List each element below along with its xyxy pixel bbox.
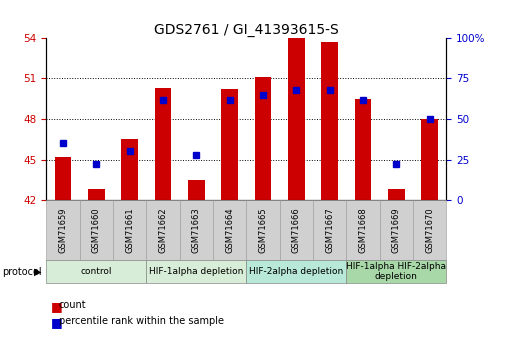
Text: GSM71663: GSM71663 xyxy=(192,207,201,253)
Text: GSM71669: GSM71669 xyxy=(392,207,401,253)
Bar xyxy=(321,42,338,200)
Bar xyxy=(288,38,305,200)
Bar xyxy=(221,89,238,200)
Text: ■: ■ xyxy=(51,300,63,313)
Text: count: count xyxy=(59,300,87,310)
Bar xyxy=(354,99,371,200)
Text: protocol: protocol xyxy=(3,267,42,277)
Text: GSM71664: GSM71664 xyxy=(225,207,234,253)
Bar xyxy=(88,189,105,200)
Bar xyxy=(254,77,271,200)
Bar xyxy=(121,139,138,200)
Bar xyxy=(421,119,438,200)
Text: HIF-1alpha depletion: HIF-1alpha depletion xyxy=(149,267,243,276)
Text: GSM71660: GSM71660 xyxy=(92,207,101,253)
Text: GSM71670: GSM71670 xyxy=(425,207,434,253)
Text: GSM71659: GSM71659 xyxy=(58,208,67,253)
Text: GSM71662: GSM71662 xyxy=(159,207,167,253)
Text: GSM71668: GSM71668 xyxy=(359,207,367,253)
Text: GSM71661: GSM71661 xyxy=(125,207,134,253)
Bar xyxy=(388,189,405,200)
Bar xyxy=(188,180,205,200)
Text: control: control xyxy=(81,267,112,276)
Text: ■: ■ xyxy=(51,316,63,329)
Text: percentile rank within the sample: percentile rank within the sample xyxy=(59,316,224,326)
Text: HIF-2alpha depletion: HIF-2alpha depletion xyxy=(249,267,343,276)
Title: GDS2761 / GI_41393615-S: GDS2761 / GI_41393615-S xyxy=(154,23,339,37)
Bar xyxy=(54,157,71,200)
Text: GSM71667: GSM71667 xyxy=(325,207,334,253)
Text: HIF-1alpha HIF-2alpha
depletion: HIF-1alpha HIF-2alpha depletion xyxy=(346,262,446,282)
Text: ▶: ▶ xyxy=(33,267,41,277)
Text: GSM71666: GSM71666 xyxy=(292,207,301,253)
Text: GSM71665: GSM71665 xyxy=(259,207,267,253)
Bar xyxy=(154,88,171,200)
